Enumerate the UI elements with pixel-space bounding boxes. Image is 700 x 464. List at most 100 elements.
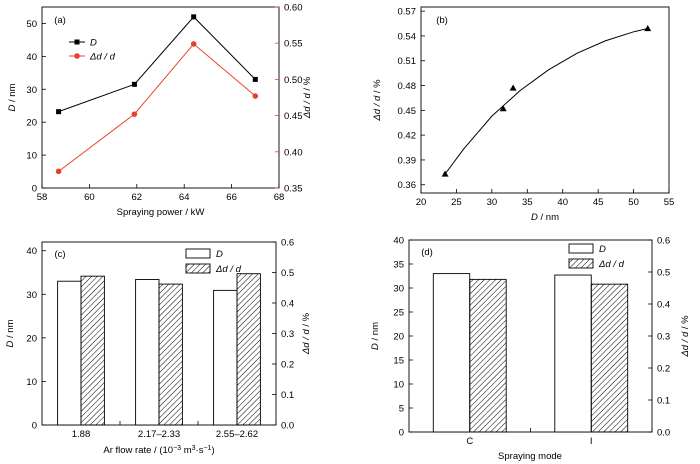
legend-swatch-dd: [568, 258, 594, 269]
x-tick-label: 50: [628, 197, 639, 208]
data-point-D: [252, 76, 258, 82]
y-right-tick-label: 0.6: [281, 238, 294, 249]
y-right-tick-label: 0.3: [657, 332, 670, 343]
x-tick-label: 40: [557, 197, 568, 208]
y-left-tick-label: 0: [32, 184, 37, 195]
x-category-label: 1.88: [72, 429, 91, 440]
data-point-dd: [55, 168, 62, 175]
x-tick-label: 25: [451, 197, 462, 208]
y-tick-label: 0.42: [398, 131, 417, 142]
panel-label: (d): [421, 247, 433, 258]
y-right-axis-title: Δd / d / %: [301, 312, 312, 355]
plot-area-b: [420, 6, 670, 194]
x-tick-label: 66: [226, 192, 237, 203]
series-line-dd: [58, 43, 256, 172]
y-left-tick-label: 40: [26, 246, 37, 257]
bar-D: [432, 273, 471, 433]
y-left-tick-label: 0: [32, 421, 37, 432]
y-left-tick-label: 10: [26, 151, 37, 162]
legend-marker-dd: [74, 53, 80, 59]
y-tick-label: 0.48: [398, 81, 417, 92]
y-left-tick-label: 30: [26, 290, 37, 301]
legend-label-dd: Δd / d: [215, 264, 242, 275]
y-right-tick-label: 0.3: [281, 329, 294, 340]
x-tick-label: 64: [179, 192, 190, 203]
legend-swatch-D: [568, 243, 594, 254]
y-left-tick-label: 30: [393, 284, 404, 295]
y-left-tick-label: 20: [26, 333, 37, 344]
data-point-D: [131, 81, 137, 87]
x-tick-label: 60: [84, 192, 95, 203]
y-tick-label: 0.51: [398, 56, 417, 67]
data-point-triangle: [509, 84, 517, 91]
y-right-tick-label: 0.50: [284, 75, 303, 86]
y-left-tick-label: 50: [26, 19, 37, 30]
bar-dd: [80, 275, 105, 426]
y-right-tick-label: 0.0: [657, 428, 670, 439]
y-left-tick-label: 15: [393, 356, 404, 367]
plot-area-a: [41, 6, 280, 189]
panel-label-b: (b): [436, 15, 448, 26]
x-tick-label: 55: [664, 197, 675, 208]
x-axis-title-b: D / nm: [531, 212, 559, 223]
bar-dd: [469, 278, 507, 433]
y-left-tick-label: 0: [399, 428, 404, 439]
y-right-tick-label: 0.1: [657, 396, 670, 407]
bar-D: [57, 280, 82, 426]
x-axis-title-d: Spraying mode: [498, 451, 562, 462]
x-tick-label: 62: [132, 192, 143, 203]
legend-label-dd: Δd / d: [598, 259, 625, 270]
data-point-triangle: [441, 170, 449, 177]
y-tick-label: 0.36: [398, 180, 417, 191]
y-left-tick-label: 20: [26, 118, 37, 129]
bar-D: [135, 279, 160, 426]
y-right-tick-label: 0.1: [281, 390, 294, 401]
y-left-tick-label: 5: [399, 404, 404, 415]
data-point-triangle: [644, 24, 652, 32]
legend-swatch-dd: [185, 263, 211, 274]
y-left-tick-label: 40: [393, 236, 404, 247]
y-right-tick-label: 0.0: [281, 421, 294, 432]
panel-label-a: (a): [54, 15, 66, 26]
y-right-tick-label: 0.2: [281, 360, 294, 371]
legend-marker-D: [74, 39, 80, 45]
legend-swatch-D: [185, 248, 211, 259]
y-right-tick-label: 0.60: [284, 3, 303, 14]
y-left-tick-label: 20: [393, 332, 404, 343]
y-left-tick-label: 25: [393, 308, 404, 319]
panel-label: (c): [54, 249, 65, 260]
y-right-tick-label: 0.5: [281, 268, 294, 279]
x-axis-title-c: Ar flow rate / (10−3 m3·s−1): [103, 445, 214, 457]
legend-label-D: D: [90, 38, 97, 49]
y-left-axis-title: D / nm: [5, 319, 16, 347]
y-left-tick-label: 10: [26, 377, 37, 388]
x-category-label: 2.55–2.62: [216, 429, 258, 440]
series-line-D: [58, 16, 256, 113]
y-left-tick-label: 35: [393, 260, 404, 271]
y-left-axis-title-a: D / nm: [7, 83, 18, 111]
y-right-tick-label: 0.55: [284, 39, 303, 50]
y-left-tick-label: 30: [26, 85, 37, 96]
y-right-tick-label: 0.5: [657, 268, 670, 279]
legend-label-dd: Δd / d: [89, 52, 116, 63]
data-point-D: [191, 14, 197, 20]
y-tick-label: 0.45: [398, 106, 417, 117]
bar-dd: [590, 283, 629, 433]
y-right-tick-label: 0.2: [657, 364, 670, 375]
x-tick-label: 20: [416, 197, 427, 208]
x-category-label: I: [590, 436, 593, 447]
y-right-tick-label: 0.35: [284, 184, 303, 195]
y-right-tick-label: 0.4: [281, 299, 294, 310]
legend-label-D: D: [216, 249, 223, 260]
x-axis-title-a: Spraying power / kW: [117, 207, 205, 218]
y-left-tick-label: 40: [26, 52, 37, 63]
y-left-tick-label: 10: [393, 380, 404, 391]
x-tick-label: 58: [37, 192, 48, 203]
data-point-dd: [252, 93, 259, 99]
bar-dd: [236, 273, 261, 426]
y-left-axis-title: D / nm: [370, 322, 381, 350]
x-tick-label: 30: [487, 197, 498, 208]
y-axis-title-b: Δd / d / %: [372, 79, 383, 122]
